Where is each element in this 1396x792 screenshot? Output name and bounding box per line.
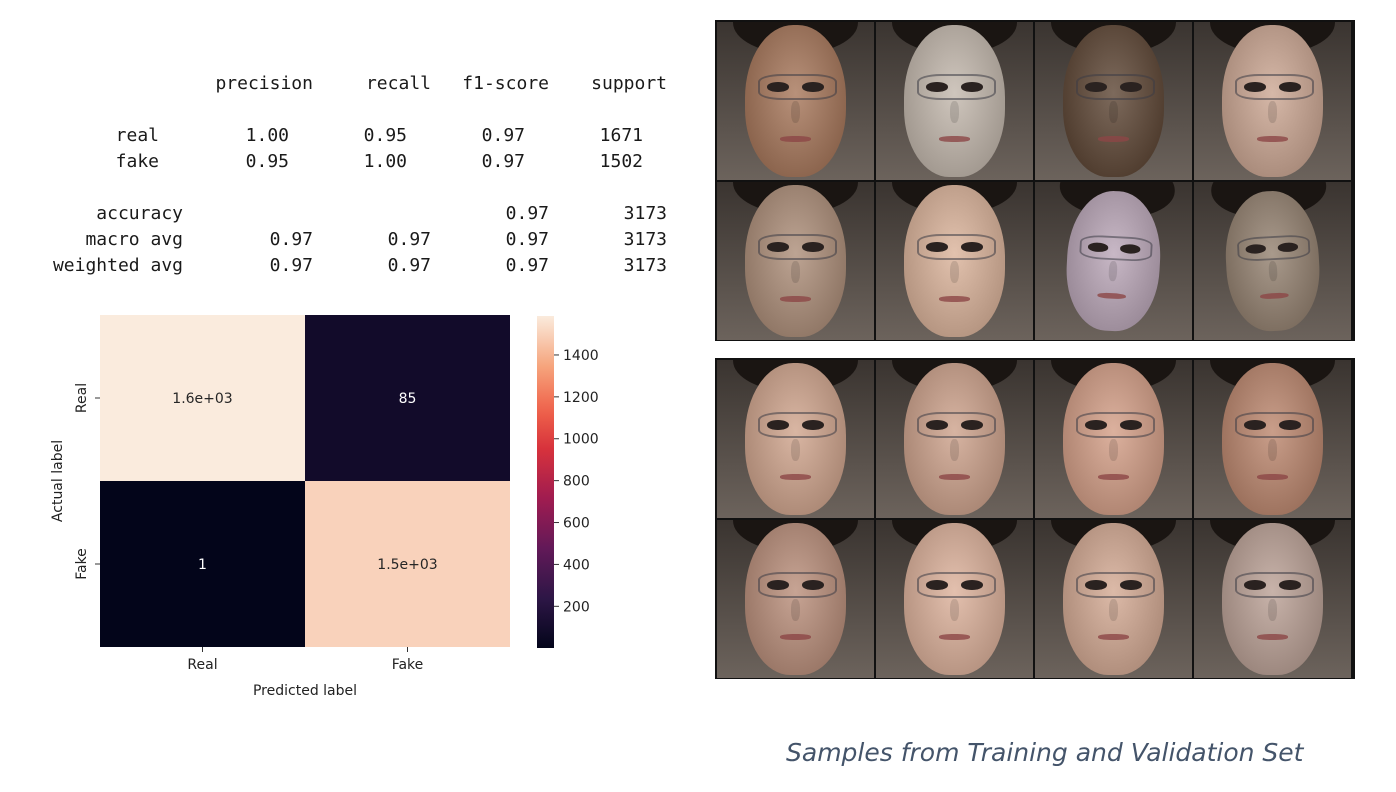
training-samples-grid [715,20,1355,341]
confusion-matrix-heatmap: 1.6e+03 85 1 1.5e+03 Real Fake Real Fake Predict… [0,0,700,720]
face-sample-tile [717,520,874,678]
figure-caption: Samples from Training and Validation Set [786,738,1303,767]
face-sample-tile [1194,182,1351,340]
face-photo [876,520,1033,678]
face-photo [1194,22,1351,180]
face-photo [717,22,874,180]
face-photo [876,182,1033,340]
face-sample-tile [717,182,874,340]
face-sample-tile [876,22,1033,180]
validation-samples-grid [715,358,1355,679]
face-sample-tile [1035,182,1192,340]
face-sample-tile [1035,22,1192,180]
face-photo [876,360,1033,518]
colorbar-tick-label: 200 [563,599,590,615]
face-photo [876,22,1033,180]
face-photo [1035,520,1192,678]
face-sample-tile [876,520,1033,678]
x-tick-label: Real [187,657,217,673]
face-sample-tile [1194,520,1351,678]
face-sample-tile [876,360,1033,518]
colorbar-tick-label: 600 [563,516,590,532]
face-photo [1197,185,1349,338]
face-photo [1035,360,1192,518]
colorbar-tick-label: 800 [563,474,590,490]
y-axis-title: Actual label [50,440,66,522]
face-photo [717,520,874,678]
x-axis-title: Predicted label [253,683,357,699]
face-sample-tile [876,182,1033,340]
colorbar-tick-label: 1200 [563,390,599,406]
face-sample-tile [1035,520,1192,678]
face-sample-tile [1194,360,1351,518]
heatmap-cell-label: 85 [399,391,417,407]
heatmap-cell-label: 1.5e+03 [377,557,437,573]
colorbar-tick-label: 400 [563,557,590,573]
face-sample-tile [717,360,874,518]
face-photo [1194,360,1351,518]
colorbar-tick-label: 1400 [563,348,599,364]
y-tick-label: Real [74,383,90,413]
colorbar-tick-label: 1000 [563,432,599,448]
x-tick-label: Fake [392,657,424,673]
colorbar [537,316,554,648]
heatmap-cell-label: 1 [198,557,207,573]
face-photo [1194,520,1351,678]
face-sample-tile [1035,360,1192,518]
face-photo [717,182,874,340]
face-photo [717,360,874,518]
y-tick-label: Fake [74,548,90,580]
face-sample-tile [1194,22,1351,180]
heatmap-cell-label: 1.6e+03 [172,391,232,407]
face-photo [1038,185,1190,338]
face-sample-tile [717,22,874,180]
face-photo [1035,22,1192,180]
